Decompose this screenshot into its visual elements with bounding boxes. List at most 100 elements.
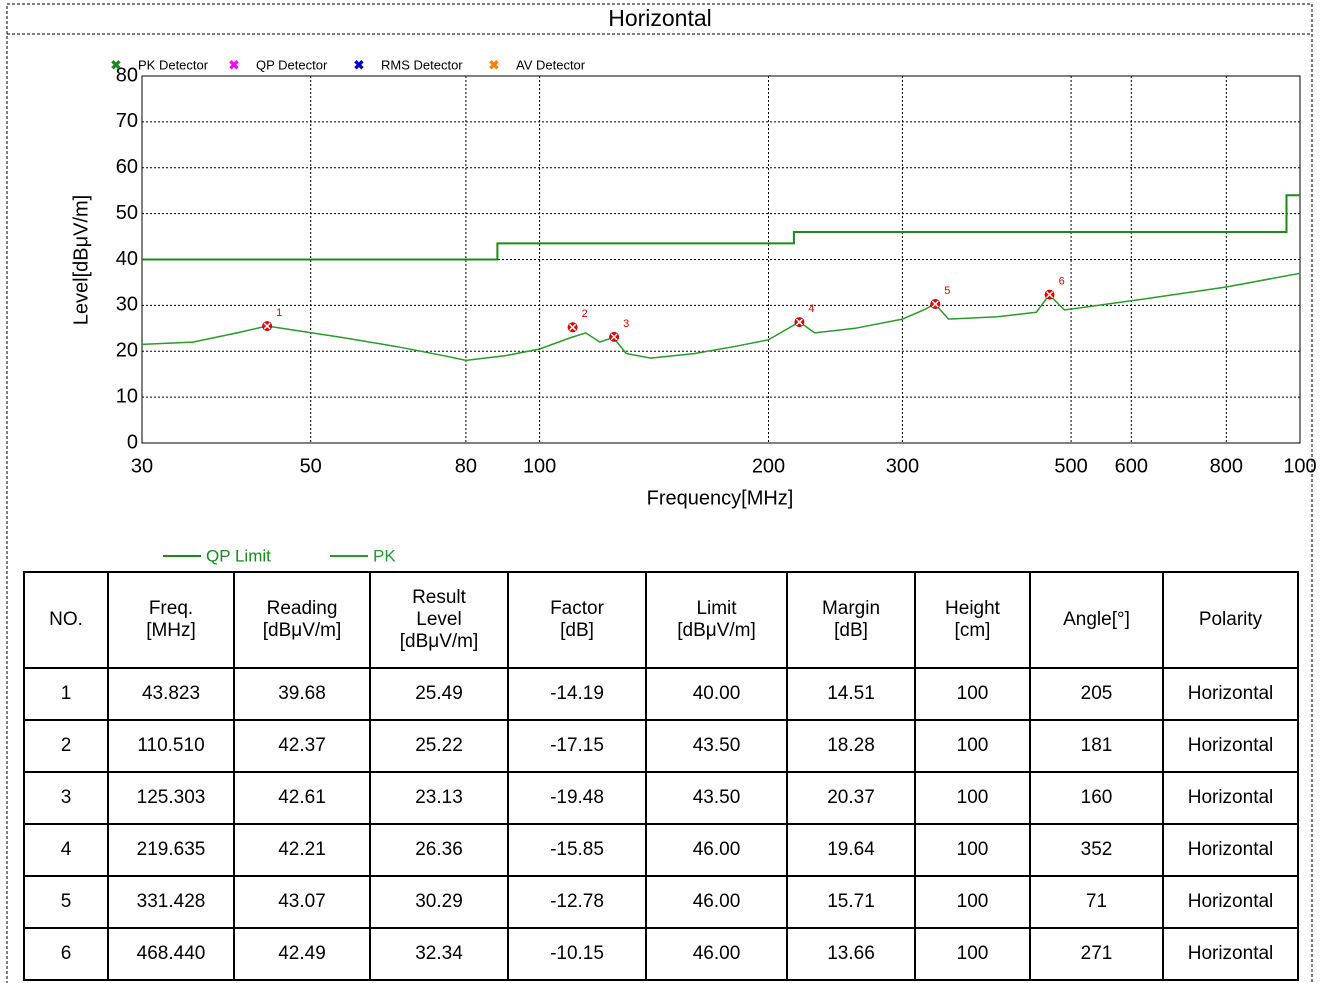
legend-label: QP Detector bbox=[256, 57, 328, 72]
table-cell: 42.37 bbox=[233, 719, 371, 773]
header-cell: Polarity bbox=[1162, 571, 1299, 669]
table-cell: 100 bbox=[914, 667, 1031, 721]
peak-marker-label: 3 bbox=[623, 318, 629, 330]
table-cell: Horizontal bbox=[1162, 771, 1299, 825]
peak-marker-label: 4 bbox=[808, 303, 814, 315]
y-tick-label: 40 bbox=[116, 248, 138, 270]
peak-marker-label: 5 bbox=[944, 285, 950, 297]
table-cell: -14.19 bbox=[507, 667, 647, 721]
x-tick-label: 200 bbox=[752, 455, 785, 477]
line-series bbox=[141, 272, 1301, 362]
table-cell: 110.510 bbox=[107, 719, 235, 773]
table-cell: 352 bbox=[1029, 823, 1164, 877]
table-cell: 125.303 bbox=[107, 771, 235, 825]
peak-marker-cross bbox=[569, 323, 577, 331]
table-cell: 14.51 bbox=[786, 667, 916, 721]
table-cell: 100 bbox=[914, 823, 1031, 877]
table-cell: 18.28 bbox=[786, 719, 916, 773]
header-cell: Angle[°] bbox=[1029, 571, 1164, 669]
table-cell: Horizontal bbox=[1162, 927, 1299, 981]
table-cell: 71 bbox=[1029, 875, 1164, 929]
table-cell: 3 bbox=[23, 771, 109, 825]
table-cell: 23.13 bbox=[369, 771, 509, 825]
y-tick-label: 70 bbox=[116, 110, 138, 132]
table-cell: 4 bbox=[23, 823, 109, 877]
table-cell: 43.823 bbox=[107, 667, 235, 721]
table-cell: 331.428 bbox=[107, 875, 235, 929]
x-tick-label: 100 bbox=[523, 455, 556, 477]
y-tick-label: 60 bbox=[116, 156, 138, 178]
table-cell: 25.49 bbox=[369, 667, 509, 721]
x-tick-label: 100 bbox=[1283, 455, 1316, 477]
legend-symbol: ✖ bbox=[489, 57, 500, 72]
table-row: 5 331.428 43.07 30.29 -12.78 46.00 15.71 100 71 H… bbox=[23, 875, 1299, 929]
header-cell: Margin [dB] bbox=[786, 571, 916, 669]
y-tick-label: 0 bbox=[127, 431, 138, 453]
table-cell: 43.50 bbox=[645, 719, 788, 773]
header-cell: Limit [dBμV/m] bbox=[645, 571, 788, 669]
table-cell: Horizontal bbox=[1162, 719, 1299, 773]
table-row: 6 468.440 42.49 32.34 -10.15 46.00 13.66 100 271… bbox=[23, 927, 1299, 981]
table-cell: 2 bbox=[23, 719, 109, 773]
peak-marker-cross bbox=[263, 322, 271, 330]
x-tick-label: 800 bbox=[1210, 455, 1243, 477]
legend-label: PK Detector bbox=[138, 57, 209, 72]
x-tick-label: 300 bbox=[886, 455, 919, 477]
peak-marker-label: 2 bbox=[582, 308, 588, 320]
legend-symbol: ✖ bbox=[354, 57, 365, 72]
legend-symbol: ✖ bbox=[229, 57, 240, 72]
table-cell: 100 bbox=[914, 927, 1031, 981]
table-cell: 181 bbox=[1029, 719, 1164, 773]
y-tick-label: 50 bbox=[116, 202, 138, 224]
legend-label: RMS Detector bbox=[381, 57, 463, 72]
table-cell: 1 bbox=[23, 667, 109, 721]
table-cell: 42.49 bbox=[233, 927, 371, 981]
y-tick-label: 80 bbox=[116, 64, 138, 86]
result-table: NO. Freq. [MHz] Reading [dBμV/m] Result Lev… bbox=[23, 571, 1299, 981]
legend-label: AV Detector bbox=[516, 57, 586, 72]
table-cell: Horizontal bbox=[1162, 823, 1299, 877]
table-cell: 43.07 bbox=[233, 875, 371, 929]
y-axis-label: Level[dBμV/m] bbox=[70, 195, 92, 325]
table-cell: 5 bbox=[23, 875, 109, 929]
table-cell: Horizontal bbox=[1162, 667, 1299, 721]
x-axis-label: Frequency[MHz] bbox=[647, 487, 794, 509]
table-cell: 26.36 bbox=[369, 823, 509, 877]
table-cell: 20.37 bbox=[786, 771, 916, 825]
table-cell: 43.50 bbox=[645, 771, 788, 825]
legend-label: QP Limit bbox=[206, 546, 271, 565]
table-cell: 271 bbox=[1029, 927, 1164, 981]
table-cell: 100 bbox=[914, 771, 1031, 825]
header-cell: Reading [dBμV/m] bbox=[233, 571, 371, 669]
table-cell: 46.00 bbox=[645, 875, 788, 929]
peak-marker-cross bbox=[795, 318, 803, 326]
x-tick-label: 500 bbox=[1054, 455, 1087, 477]
table-cell: 25.22 bbox=[369, 719, 509, 773]
header-cell: Height [cm] bbox=[914, 571, 1031, 669]
table-cell: -10.15 bbox=[507, 927, 647, 981]
y-tick-label: 30 bbox=[116, 294, 138, 316]
peak-marker-label: 6 bbox=[1059, 276, 1065, 288]
table-cell: 42.21 bbox=[233, 823, 371, 877]
peak-marker bbox=[794, 317, 805, 328]
table-cell: 42.61 bbox=[233, 771, 371, 825]
header-cell: Result Level [dBμV/m] bbox=[369, 571, 509, 669]
table-cell: 19.64 bbox=[786, 823, 916, 877]
table-cell: 205 bbox=[1029, 667, 1164, 721]
table-cell: 15.71 bbox=[786, 875, 916, 929]
legend-label: PK bbox=[373, 546, 396, 565]
table-cell: Horizontal bbox=[1162, 875, 1299, 929]
header-cell: Freq. [MHz] bbox=[107, 571, 235, 669]
table-cell: 39.68 bbox=[233, 667, 371, 721]
table-row: 1 43.823 39.68 25.49 -14.19 40.00 14.51 100 205 H… bbox=[23, 667, 1299, 721]
y-tick-label: 10 bbox=[116, 385, 138, 407]
x-tick-label: 80 bbox=[455, 455, 477, 477]
table-cell: 6 bbox=[23, 927, 109, 981]
header-cell: Factor [dB] bbox=[507, 571, 647, 669]
table-cell: 46.00 bbox=[645, 927, 788, 981]
peak-marker bbox=[262, 321, 273, 332]
table-cell: -12.78 bbox=[507, 875, 647, 929]
frame bbox=[6, 3, 1313, 983]
table-cell: -17.15 bbox=[507, 719, 647, 773]
